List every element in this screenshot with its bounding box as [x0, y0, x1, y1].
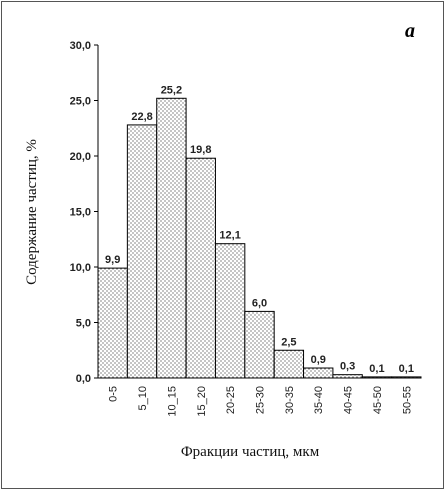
data-label: 25,2 — [161, 84, 182, 96]
bar-5_10 — [126, 124, 158, 379]
bar-20-25 — [214, 243, 246, 379]
x-axis-title: Фракции частиц, мкм — [181, 444, 320, 460]
data-label: 22,8 — [131, 111, 152, 123]
y-tick-label: 20,0 — [70, 151, 91, 163]
x-tick-label: 40-45 — [343, 386, 355, 414]
x-axis-ticks: 0-5 5_10 10_15 15_20 20-25 25-30 30-35 35-40 40-… — [108, 386, 414, 417]
bar-25-30 — [244, 310, 275, 379]
x-tick-label: 0-5 — [108, 386, 120, 402]
x-tick-label: 35-40 — [313, 386, 325, 414]
y-axis-ticks: 0,0 5,0 10,0 15,0 20,0 25,0 30,0 — [70, 40, 98, 385]
x-tick-label: 30-35 — [284, 386, 296, 414]
data-label: 2,5 — [281, 336, 296, 348]
x-tick-label: 50-55 — [401, 386, 413, 414]
x-tick-label: 45-50 — [372, 386, 384, 414]
bar-0-5 — [97, 267, 128, 379]
data-label: 0,9 — [311, 354, 326, 366]
data-label: 9,9 — [105, 254, 120, 266]
bar-35-40 — [303, 367, 334, 379]
x-tick-label: 5_10 — [137, 386, 149, 410]
y-tick-label: 25,0 — [70, 96, 91, 108]
bar-15_20 — [185, 157, 216, 379]
data-label: 19,8 — [190, 144, 211, 156]
y-axis-title: Содержание частиц, % — [24, 139, 40, 285]
x-tick-label: 25-30 — [255, 386, 267, 414]
y-tick-label: 30,0 — [70, 40, 91, 52]
x-tick-label: 20-25 — [225, 386, 237, 414]
y-tick-label: 5,0 — [76, 318, 91, 330]
bar-30-35 — [273, 349, 305, 379]
y-tick-label: 0,0 — [76, 373, 91, 385]
y-tick-label: 10,0 — [70, 262, 91, 274]
data-label: 0,3 — [340, 361, 355, 373]
x-tick-label: 15_20 — [196, 386, 208, 417]
panel-label: a — [405, 20, 415, 42]
x-tick-label: 10_15 — [166, 386, 178, 417]
data-labels-group: 9,9 22,8 25,2 19,8 12,1 6,0 2,5 0,9 0,3 0,1 0,1 — [105, 84, 414, 375]
bar-10_15 — [156, 97, 187, 379]
data-label: 12,1 — [219, 230, 240, 242]
data-label: 0,1 — [399, 363, 414, 375]
data-label: 0,1 — [369, 363, 384, 375]
data-label: 6,0 — [252, 297, 267, 309]
bars-group — [97, 97, 422, 379]
y-tick-label: 15,0 — [70, 207, 91, 219]
